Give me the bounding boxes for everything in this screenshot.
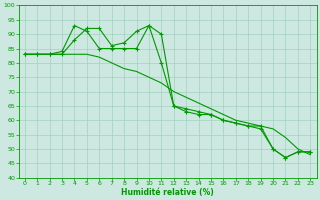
X-axis label: Humidité relative (%): Humidité relative (%) [121,188,214,197]
